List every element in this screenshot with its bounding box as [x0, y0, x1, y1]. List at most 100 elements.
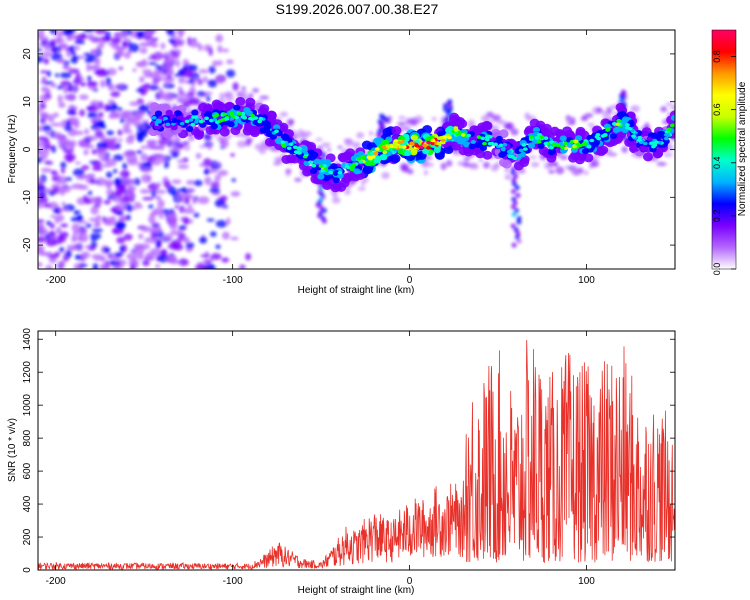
heat-blob — [151, 190, 157, 198]
heat-blob — [53, 240, 63, 245]
heat-blob — [332, 191, 338, 198]
heat-blob — [70, 216, 80, 222]
heat-blob — [111, 265, 124, 269]
heat-blob — [72, 84, 80, 92]
heat-streak-blob — [516, 215, 522, 221]
heat-blob — [38, 47, 42, 52]
heat-blob — [176, 159, 184, 164]
ridge-blob — [188, 118, 194, 122]
ridge-blob — [191, 115, 196, 119]
heat-blob — [196, 91, 206, 96]
heat-blob — [122, 42, 129, 48]
heat-blob — [60, 189, 71, 193]
heat-blob — [482, 161, 490, 169]
heat-blob — [132, 68, 137, 72]
ridge-blob — [191, 109, 199, 116]
heat-blob — [38, 245, 42, 253]
heat-blob — [115, 185, 125, 190]
heat-blob — [123, 233, 133, 241]
heat-blob — [166, 215, 177, 224]
heat-blob — [112, 229, 119, 234]
heat-streak-blob — [315, 202, 321, 208]
heat-blob — [148, 204, 154, 209]
colorbar-tick-label: 0.2 — [712, 210, 722, 223]
heat-blob — [108, 114, 115, 119]
heat-blob — [193, 212, 200, 218]
heat-blob — [157, 199, 165, 209]
heat-blob — [119, 170, 130, 178]
ridge-blob — [484, 137, 490, 142]
heat-blob — [77, 140, 83, 145]
heat-blob — [110, 91, 121, 98]
heat-streak-blob — [511, 242, 517, 248]
heat-blob — [241, 86, 246, 91]
heat-blob — [40, 228, 47, 233]
snr-ytick-label: 1000 — [22, 394, 33, 417]
ridge-blob — [487, 135, 493, 139]
heat-blob — [116, 210, 124, 216]
heat-blob — [166, 30, 175, 37]
ridge-blob — [210, 123, 218, 130]
heat-blob — [497, 119, 507, 125]
heat-blob — [122, 152, 131, 157]
heat-blob — [590, 162, 600, 167]
ridge-blob — [574, 135, 583, 142]
heat-blob — [106, 68, 117, 76]
heat-blob — [224, 91, 234, 97]
heat-blob — [117, 129, 123, 136]
heat-blob — [165, 255, 176, 262]
ridge-blob — [615, 122, 621, 126]
ridge-blob — [353, 168, 361, 175]
ridge-blob — [224, 117, 230, 121]
heat-blob — [182, 58, 189, 67]
heat-blob — [173, 73, 183, 77]
ridge-blob — [358, 160, 364, 164]
snr-ytick-label: 1200 — [22, 361, 33, 384]
heat-blob — [122, 162, 128, 170]
ridge-blob — [527, 142, 536, 149]
heat-blob — [177, 144, 185, 149]
spectrogram-ytick-label: 0 — [22, 146, 33, 152]
spectrogram-heat-layer — [38, 30, 675, 269]
heat-blob — [195, 152, 202, 159]
heat-blob — [141, 128, 148, 138]
colorbar-gradient — [711, 29, 737, 270]
heat-blob — [125, 154, 138, 163]
heat-blob — [209, 187, 221, 194]
heat-blob — [165, 59, 177, 65]
heat-blob — [141, 226, 153, 233]
ridge-blob — [581, 148, 590, 155]
heat-blob — [133, 202, 142, 206]
heat-blob — [54, 215, 60, 224]
heat-blob — [158, 140, 166, 149]
heat-blob — [206, 95, 211, 102]
ridge-blob — [336, 182, 347, 192]
heat-blob — [62, 30, 74, 36]
heat-blob — [94, 30, 107, 35]
ridge-blob — [356, 156, 362, 161]
heat-blob — [66, 244, 77, 251]
spectrogram-ytick-label: -20 — [22, 237, 33, 252]
heat-blob — [68, 112, 78, 116]
heat-blob — [194, 264, 207, 269]
heat-blob — [84, 128, 90, 135]
heat-streak-blob — [514, 208, 520, 214]
heat-blob — [292, 133, 300, 139]
ridge-blob — [482, 141, 487, 146]
heat-blob — [423, 170, 429, 176]
ridge-blob — [338, 153, 349, 163]
heat-blob — [144, 30, 149, 38]
heat-blob — [38, 201, 44, 205]
heat-blob — [116, 236, 126, 244]
heat-streak-blob — [377, 119, 383, 125]
heat-blob — [146, 175, 152, 183]
ridge-blob — [288, 142, 294, 147]
ridge-blob — [548, 145, 554, 150]
heat-blob — [352, 141, 361, 149]
heat-blob — [40, 51, 53, 58]
heat-blob — [344, 190, 351, 195]
heat-blob — [74, 161, 81, 165]
ridge-blob — [322, 164, 328, 168]
heat-streak-blob — [448, 104, 454, 110]
heat-blob — [126, 252, 138, 261]
